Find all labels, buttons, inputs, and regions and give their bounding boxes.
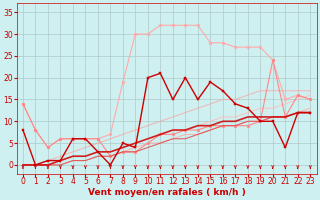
X-axis label: Vent moyen/en rafales ( km/h ): Vent moyen/en rafales ( km/h ): [88, 188, 245, 197]
